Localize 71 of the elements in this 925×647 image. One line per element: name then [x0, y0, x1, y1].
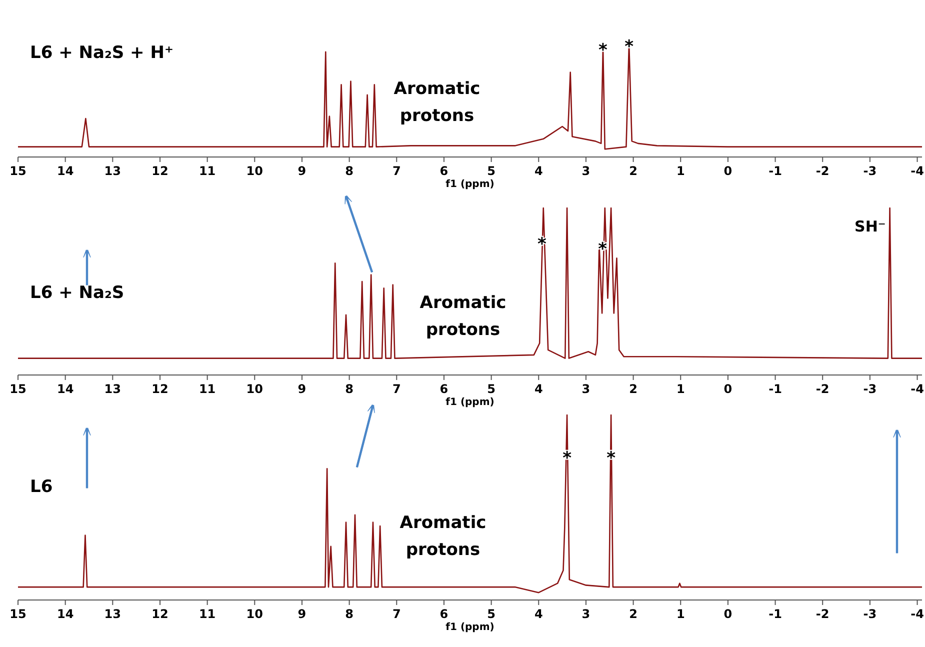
x-tick-label: 0	[724, 382, 732, 396]
x-tick-label: 13	[104, 382, 122, 396]
x-tick-label: -4	[910, 382, 924, 396]
x-tick-label: 13	[104, 164, 122, 178]
annotation: Aromatic protons	[400, 513, 486, 560]
x-tick-label: 2	[629, 382, 638, 396]
x-tick-label: 12	[152, 164, 168, 178]
x-tick-label: 3	[582, 382, 590, 396]
x-tick-label: 1	[676, 164, 685, 178]
x-tick-label: 8	[345, 607, 354, 621]
text: L6 + Na₂S	[30, 283, 124, 303]
x-tick-label: 14	[56, 164, 74, 178]
x-tick-label: 9	[298, 382, 306, 396]
x-tick-label: -3	[863, 382, 877, 396]
annotation: Aromatic protons	[394, 79, 480, 126]
x-tick-label: -1	[768, 382, 782, 396]
x-tick-label: 5	[487, 607, 496, 621]
x-tick-label: 4	[534, 382, 543, 396]
x-tick-label: -2	[816, 382, 830, 396]
x-tick-label: 6	[440, 164, 448, 178]
x-tick-label: 3	[582, 164, 590, 178]
annotation: *	[598, 40, 608, 60]
x-tick-label: -2	[816, 607, 830, 621]
x-tick-label: 11	[198, 382, 216, 396]
x-tick-label: 4	[534, 164, 543, 178]
x-tick-label: 10	[246, 607, 263, 621]
x-tick-label: 15	[10, 607, 26, 621]
x-tick-label: 5	[487, 382, 496, 396]
x-tick-label: 12	[152, 382, 168, 396]
x-tick-label: -2	[816, 164, 830, 178]
x-tick-label: 3	[582, 607, 590, 621]
x-tick-label: 6	[440, 607, 448, 621]
text: L6	[30, 477, 53, 497]
x-tick-label: 4	[534, 607, 543, 621]
x-tick-label: 7	[392, 607, 401, 621]
x-tick-label: 1	[676, 607, 685, 621]
x-tick-label: 0	[724, 164, 732, 178]
x-axis-title: f1 (ppm)	[446, 397, 494, 408]
x-tick-label: 7	[392, 164, 401, 178]
x-tick-label: 15	[10, 164, 26, 178]
x-tick-label: 5	[487, 164, 496, 178]
chart-title: L6 + Na₂S + H⁺	[30, 43, 174, 63]
x-tick-label: 0	[724, 607, 732, 621]
x-tick-label: 9	[298, 164, 306, 178]
x-tick-label: -3	[863, 607, 877, 621]
x-tick-label: 1	[676, 382, 685, 396]
x-tick-label: -1	[768, 607, 782, 621]
x-tick-label: -1	[768, 164, 782, 178]
x-tick-label: -4	[910, 164, 924, 178]
x-tick-label: 11	[198, 164, 216, 178]
x-tick-label: 2	[629, 607, 638, 621]
x-axis-title: f1 (ppm)	[446, 622, 494, 633]
annotation: Aromatic protons	[420, 293, 506, 340]
x-tick-label: -4	[910, 607, 924, 621]
x-tick-label: 14	[56, 382, 74, 396]
x-tick-label: 10	[246, 382, 263, 396]
x-tick-label: 7	[392, 382, 401, 396]
x-tick-label: 12	[152, 607, 168, 621]
x-tick-label: 8	[345, 164, 354, 178]
x-tick-label: 6	[440, 382, 448, 396]
x-tick-label: -3	[863, 164, 877, 178]
x-tick-label: 10	[246, 164, 263, 178]
x-tick-label: 2	[629, 164, 638, 178]
annotation: SH⁻	[854, 217, 886, 236]
x-tick-label: 11	[198, 607, 216, 621]
x-axis-title: f1 (ppm)	[446, 179, 494, 190]
x-tick-label: 9	[298, 607, 306, 621]
x-tick-label: 8	[345, 382, 354, 396]
x-tick-label: 15	[10, 382, 26, 396]
x-tick-label: 13	[104, 607, 122, 621]
x-tick-label: 14	[56, 607, 74, 621]
